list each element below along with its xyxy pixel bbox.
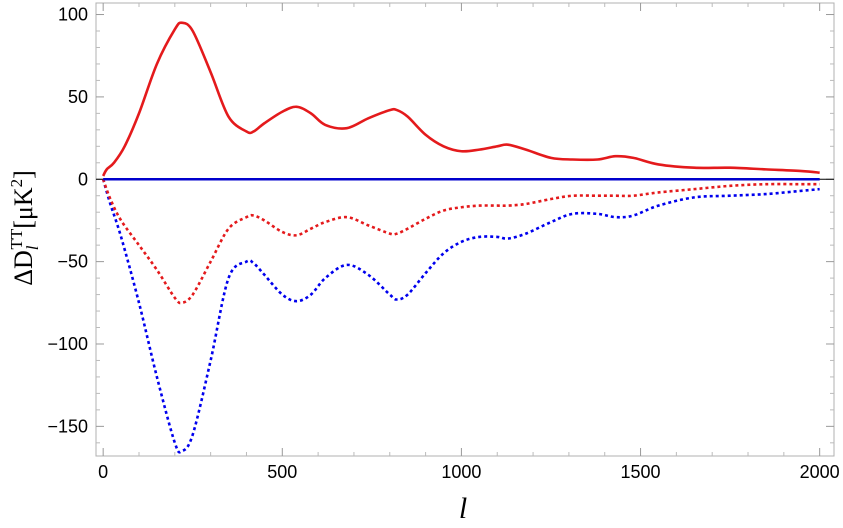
y-axis-title-sub: l (23, 245, 42, 250)
y-tick-label: 0 (78, 169, 88, 189)
y-axis-title-prefix: ΔD (9, 250, 38, 286)
x-tick-label: 500 (267, 462, 297, 482)
y-axis-title-units-open: [μK (9, 187, 38, 229)
x-tick-label: 1500 (621, 462, 661, 482)
series-line-4 (101, 178, 820, 454)
y-tick-label: −150 (47, 416, 88, 436)
y-tick-label: −50 (57, 252, 88, 272)
x-tick-label: 0 (98, 462, 108, 482)
x-axis-title: l (459, 492, 467, 525)
y-axis-title-units-sup: 2 (7, 179, 26, 188)
y-tick-label: −100 (47, 334, 88, 354)
x-tick-label: 1000 (441, 462, 481, 482)
series-line-1 (102, 21, 820, 177)
x-tick-label: 2000 (800, 462, 840, 482)
series-group (101, 21, 820, 454)
y-axis-title-sup: TT (7, 228, 26, 249)
ticks (96, 3, 834, 456)
y-tick-label: 50 (68, 87, 88, 107)
plot-frame (95, 2, 835, 457)
y-axis-title-units-close: ] (9, 170, 38, 179)
y-axis-title: ΔDlTT[μK2] (7, 170, 42, 286)
series-line-3 (101, 178, 820, 305)
y-tick-label: 100 (58, 5, 88, 25)
